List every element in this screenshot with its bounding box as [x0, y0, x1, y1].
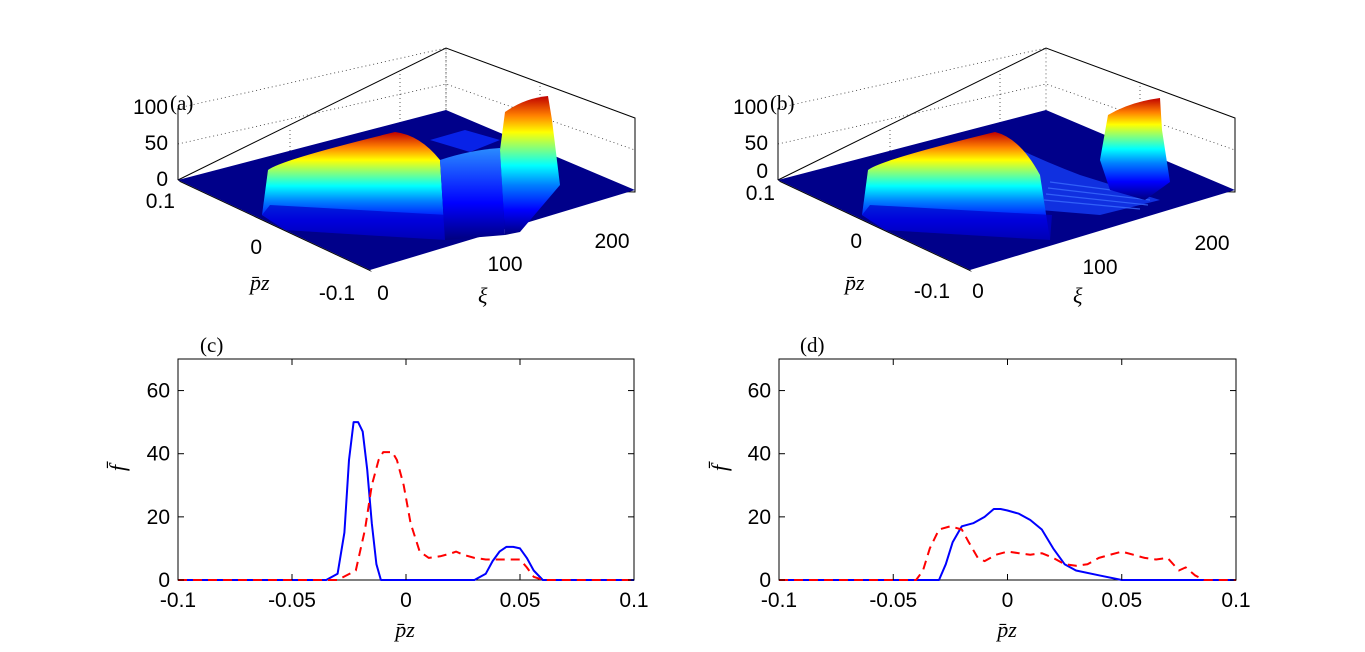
y-tick-b-0: 0 [850, 230, 862, 253]
y-label-b: p̄z [843, 270, 865, 295]
series-solid-c [178, 421, 634, 581]
x-label-a: ξ [478, 283, 488, 308]
y-tick-label-c-1: 20 [147, 506, 170, 529]
x-label-d: p̄z [995, 617, 1017, 642]
y-tick-a-0: 0 [250, 236, 262, 259]
x-tick-b-0: 0 [972, 280, 984, 303]
series-dashed-c [178, 451, 634, 581]
x-tick-b-200: 200 [1194, 232, 1229, 255]
y-tick-label-c-3: 60 [147, 380, 170, 403]
panel-b-surface: 100 50 0 0.1 0 -0.1 0 100 200 p̄z ξ (b) [733, 47, 1236, 308]
y-label-c: f̄ [105, 461, 130, 471]
panel-d-label: (d) [800, 333, 825, 357]
y-tick-a-neg0.1: -0.1 [319, 282, 355, 305]
x-tick-label-d-1: -0.05 [869, 589, 917, 612]
x-tick-label-c-1: -0.05 [268, 589, 316, 612]
plot-frame-c [177, 358, 635, 581]
x-label-b: ξ [1073, 283, 1083, 308]
series-solid-d [779, 508, 1236, 581]
x-tick-a-100: 100 [487, 253, 522, 276]
panel-a-surface: 100 50 0 0.1 0 -0.1 0 100 200 p̄z ξ (a) [133, 47, 636, 308]
x-tick-label-c-4: 0.1 [619, 589, 648, 612]
y-tick-b-neg0.1: -0.1 [914, 280, 950, 303]
x-label-c: p̄z [393, 617, 415, 642]
x-tick-label-c-3: 0.05 [500, 589, 541, 612]
y-tick-label-d-0: 0 [759, 569, 771, 592]
plateau-a [440, 148, 505, 240]
y-tick-label-d-2: 40 [748, 443, 771, 466]
panel-d-plot: (d) f̄ p̄z -0.1 -0.05 0 0.05 0.1 0 20 40 60 [707, 333, 1251, 642]
z-tick-b-50: 50 [745, 132, 768, 155]
y-tick-label-c-0: 0 [158, 569, 170, 592]
x-tick-a-200: 200 [594, 230, 629, 253]
y-tick-label-c-2: 40 [147, 443, 170, 466]
x-tick-label-d-4: 0.1 [1221, 589, 1250, 612]
plot-frame-d [778, 358, 1237, 581]
y-tick-label-d-1: 20 [748, 506, 771, 529]
z-tick-a-0: 0 [156, 168, 168, 191]
y-label-a: p̄z [248, 270, 270, 295]
ridge-a-2 [500, 96, 560, 235]
panel-b-label: (b) [770, 91, 795, 115]
x-tick-label-d-0: -0.1 [761, 589, 797, 612]
z-tick-a-100: 100 [133, 96, 168, 119]
x-tick-b-100: 100 [1082, 256, 1117, 279]
x-tick-a-0: 0 [377, 282, 389, 305]
panel-c-label: (c) [200, 333, 223, 357]
panel-a-label: (a) [170, 91, 193, 115]
x-tick-label-c-2: 0 [400, 589, 412, 612]
panel-c-plot: (c) f̄ p̄z -0.1 -0.05 0 0.05 0.1 0 20 40 60 [105, 333, 649, 642]
y-tick-label-d-3: 60 [748, 380, 771, 403]
x-tick-label-d-3: 0.05 [1101, 589, 1142, 612]
series-dashed-d [779, 525, 1236, 581]
x-tick-label-d-2: 0 [1002, 589, 1014, 612]
ridge-b-2 [1100, 98, 1170, 200]
y-label-d: f̄ [707, 461, 732, 471]
y-tick-a-0.1: 0.1 [146, 190, 175, 213]
z-tick-a-50: 50 [145, 132, 168, 155]
y-tick-b-0.1: 0.1 [746, 182, 775, 205]
z-tick-b-100: 100 [733, 96, 768, 119]
z-tick-b-0: 0 [756, 160, 768, 183]
x-tick-label-c-0: -0.1 [160, 589, 196, 612]
